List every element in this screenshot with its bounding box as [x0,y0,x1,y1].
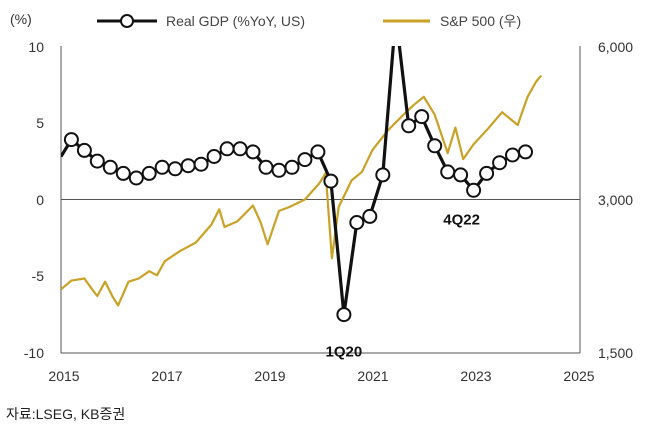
gdp-point [180,158,196,174]
sp500-series [61,74,542,307]
right-y-tick: 1,500 [598,345,633,361]
gdp-point [492,155,508,171]
legend: Real GDP (%YoY, US) S&P 500 (우) [97,13,521,29]
gdp-point [128,170,144,186]
gdp-point [271,162,287,178]
gdp-point [505,147,520,163]
gdp-point [89,153,105,169]
gdp-point [232,141,248,157]
gdp-point [141,165,157,181]
source-note: 자료:LSEG, KB증권 [6,406,126,422]
legend-gdp-label: Real GDP (%YoY, US) [166,13,305,29]
annotation-label: 4Q22 [443,211,480,228]
x-tick: 2023 [460,368,491,384]
y-unit-label: (%) [10,11,32,27]
gdp-point [414,109,430,125]
annotation-label: 1Q20 [326,344,363,361]
gdp-point [323,173,339,189]
sp500-line [61,74,542,307]
gdp-point [401,118,417,134]
gdp-point [453,167,469,183]
gdp-point [297,152,313,168]
gdp-point [193,156,209,172]
gdp-point [479,165,495,181]
x-tick: 2025 [563,368,594,384]
gdp-series [61,46,533,323]
gdp-point [206,149,222,164]
right-y-tick: 6,000 [598,39,633,55]
axes [60,46,581,354]
left-y-ticks: 10 5 0 -5 -10 [24,39,44,361]
gdp-point [115,165,131,181]
right-y-ticks: 6,000 3,000 1,500 [598,39,633,361]
gdp-point [440,164,456,180]
gdp-point [375,167,391,183]
gdp-point [518,144,533,160]
gdp-point [336,307,352,323]
left-y-tick: -10 [24,345,44,361]
gdp-point [63,132,79,148]
gdp-point [427,138,443,154]
gdp-point [219,141,235,157]
gdp-point [76,142,92,158]
gdp-point [349,215,365,230]
right-y-tick: 3,000 [598,192,633,208]
gdp-point [154,159,170,175]
x-tick: 2021 [357,368,388,384]
annotations: 1Q20 4Q22 [326,211,480,360]
left-y-tick: 10 [28,39,44,55]
gdp-point [310,144,326,160]
left-y-tick: 0 [36,192,44,208]
left-y-tick: -5 [32,268,45,284]
gdp-point [102,159,118,175]
left-y-tick: 5 [36,115,44,131]
gdp-point [466,182,482,198]
gdp-point [245,144,261,160]
x-tick: 2019 [254,368,285,384]
legend-sp500-label: S&P 500 (우) [440,13,521,29]
gdp-point [258,159,274,175]
x-ticks: 2015 2017 2019 2021 2023 2025 [48,368,594,384]
gdp-point [167,161,183,177]
gdp-point [362,208,378,224]
x-tick: 2017 [151,368,182,384]
legend-gdp-marker [120,14,134,28]
gdp-point [284,159,300,175]
x-tick: 2015 [48,368,79,384]
